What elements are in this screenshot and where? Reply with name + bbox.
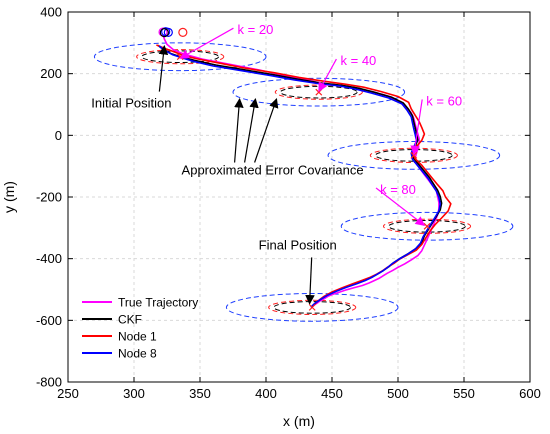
x-tick-label: 250 bbox=[57, 386, 79, 401]
axis-ticks bbox=[67, 11, 531, 383]
x-tick-label: 500 bbox=[387, 386, 409, 401]
x-tick-label: 300 bbox=[123, 386, 145, 401]
y-tick-label: -400 bbox=[36, 251, 62, 266]
covariance-arrow bbox=[234, 97, 244, 163]
annotation-arrow-k40 bbox=[318, 58, 337, 93]
legend-label: True Trajectory bbox=[118, 296, 198, 310]
covariance-ellipse-black bbox=[375, 149, 453, 162]
tick-labels: 250 300 350 400 450 500 550 600 400 200 0 -200 -400 -… bbox=[36, 5, 541, 402]
x-axis-label: x (m) bbox=[283, 413, 315, 429]
x-tick-label: 450 bbox=[321, 386, 343, 401]
legend-label: Node 8 bbox=[118, 347, 157, 361]
y-tick-label: -800 bbox=[36, 375, 62, 390]
x-tick-label: 350 bbox=[189, 386, 211, 401]
legend-label: Node 1 bbox=[118, 330, 157, 344]
x-tick-label: 600 bbox=[519, 386, 541, 401]
y-tick-label: -200 bbox=[36, 190, 62, 205]
trajectory-series bbox=[156, 34, 452, 311]
annotations: k = 20 k = 40 k = 60 k = 80 Initial Position… bbox=[91, 22, 462, 305]
annotation-arrow-k20 bbox=[179, 27, 234, 59]
annotation-arrow-initial bbox=[158, 44, 169, 92]
y-tick-label: 200 bbox=[40, 66, 62, 81]
covariance-ellipse-outer bbox=[327, 141, 501, 170]
initial-position-marker bbox=[163, 27, 173, 37]
legend: True Trajectory CKF Node 1 Node 8 bbox=[82, 296, 198, 361]
y-tick-label: 0 bbox=[55, 128, 62, 143]
initial-position-marker bbox=[178, 27, 188, 37]
legend-label: CKF bbox=[118, 313, 142, 327]
annotation-cov: Approximated Error Covariance bbox=[182, 162, 364, 177]
covariance-arrow bbox=[244, 98, 259, 163]
initial-position-marker bbox=[159, 28, 169, 38]
covariance-arrow bbox=[254, 98, 279, 163]
covariance-ellipse-outer bbox=[232, 77, 406, 107]
annotation-arrow-k60 bbox=[410, 99, 423, 156]
y-tick-label: -600 bbox=[36, 313, 62, 328]
covariance-ellipse-black bbox=[279, 85, 358, 99]
covariance-ellipse-red bbox=[274, 84, 363, 100]
x-tick-label: 400 bbox=[255, 386, 277, 401]
annotation-k80: k = 80 bbox=[380, 182, 416, 197]
annotation-k20: k = 20 bbox=[238, 22, 274, 37]
covariance-ellipse-black bbox=[388, 219, 466, 233]
covariance-ellipse-black bbox=[141, 50, 220, 64]
covariance-ellipse-red bbox=[136, 49, 225, 65]
series-line-node-8 bbox=[158, 45, 442, 308]
estimate-x-marker bbox=[308, 303, 316, 311]
covariance-ellipse-red bbox=[268, 299, 357, 315]
annotation-final: Final Position bbox=[259, 237, 337, 252]
annotation-arrow-final bbox=[305, 257, 315, 305]
covariance-ellipse-red bbox=[382, 218, 472, 234]
covariance-ellipse-outer bbox=[93, 42, 267, 72]
annotation-arrow-k80 bbox=[375, 187, 426, 226]
covariance-ellipses bbox=[93, 42, 514, 322]
annotation-k40: k = 40 bbox=[341, 53, 377, 68]
annotation-initial: Initial Position bbox=[91, 96, 171, 111]
annotation-k60: k = 60 bbox=[426, 93, 462, 108]
y-tick-label: 400 bbox=[40, 5, 62, 20]
covariance-ellipse-black bbox=[273, 301, 352, 314]
y-axis-label: y (m) bbox=[1, 181, 17, 213]
initial-markers bbox=[158, 27, 188, 38]
covariance-ellipse-outer bbox=[225, 293, 399, 322]
covariance-ellipse-red bbox=[369, 147, 458, 163]
x-tick-label: 550 bbox=[453, 386, 475, 401]
